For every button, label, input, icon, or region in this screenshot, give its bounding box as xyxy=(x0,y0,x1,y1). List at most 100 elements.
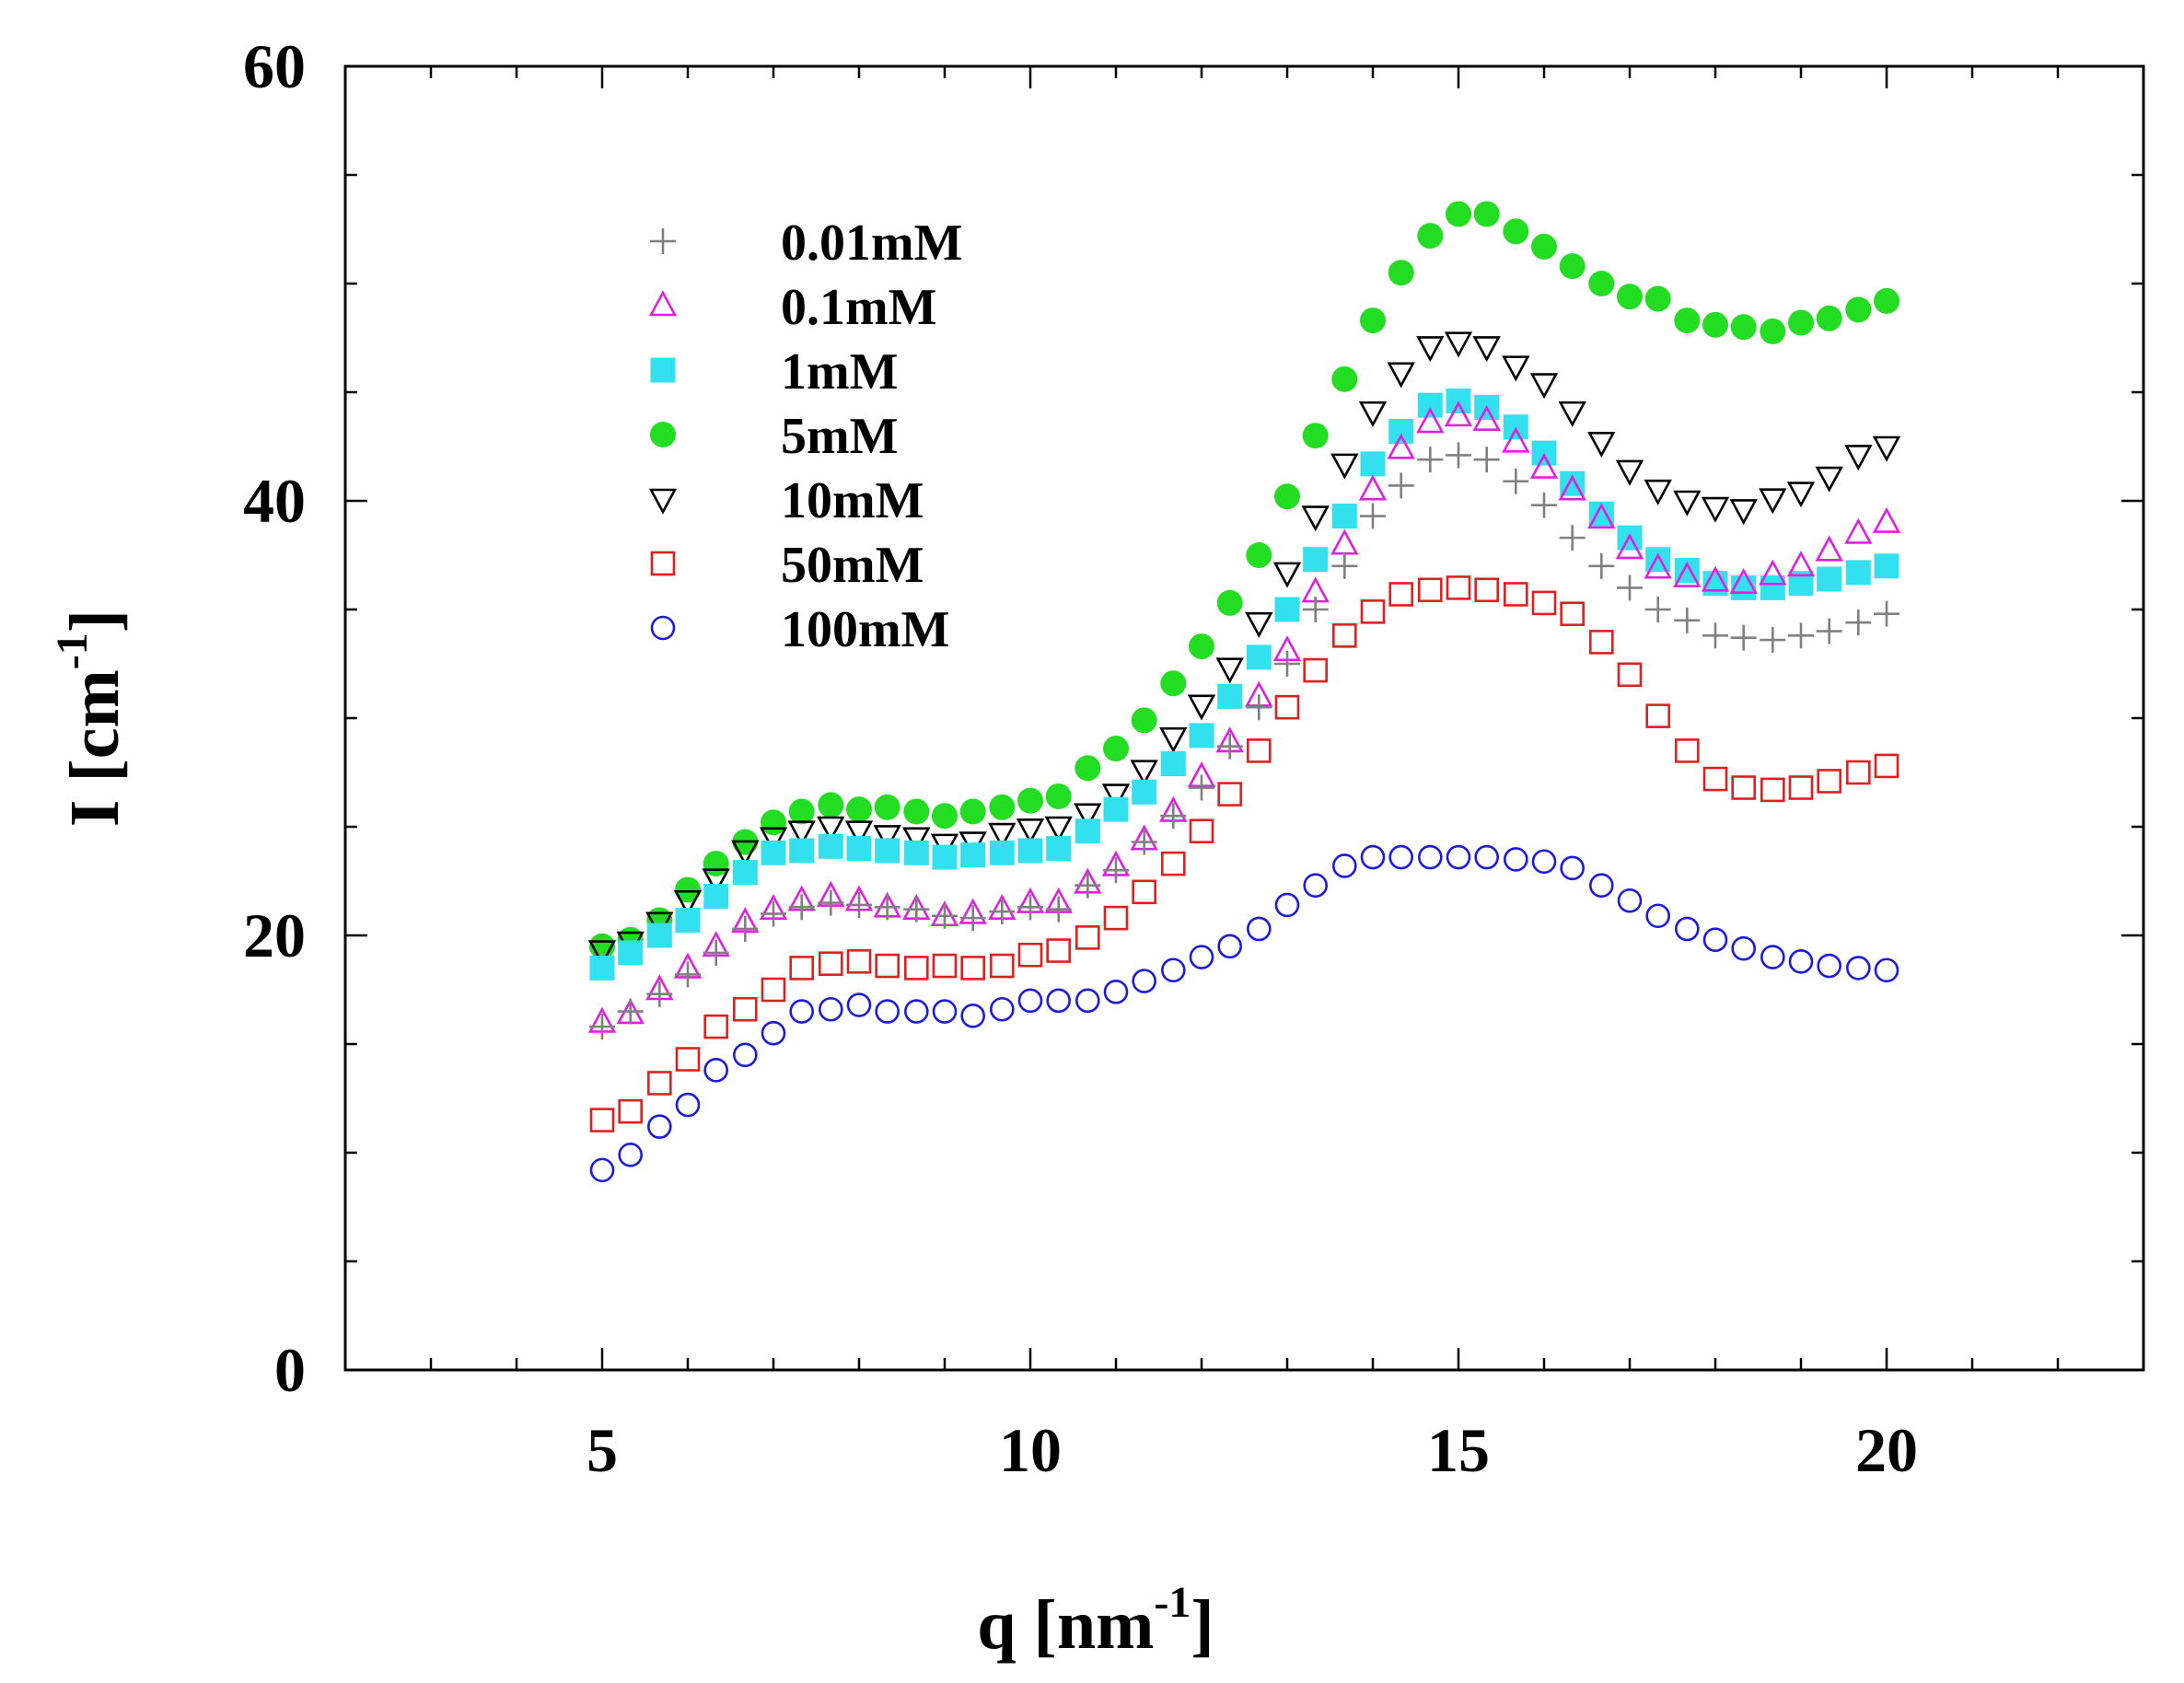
data-point xyxy=(1531,233,1557,260)
data-point xyxy=(1786,482,1816,508)
data-point xyxy=(675,961,701,988)
legend-marker xyxy=(648,290,678,317)
data-point xyxy=(1730,624,1757,651)
y-axis-label-text: I [cm xyxy=(56,669,134,827)
data-point xyxy=(1274,694,1300,720)
data-point xyxy=(1844,445,1873,471)
data-point xyxy=(1330,528,1359,555)
data-point xyxy=(731,840,760,866)
data-point xyxy=(1388,418,1414,444)
data-point xyxy=(703,884,729,910)
data-point xyxy=(1247,916,1272,942)
legend-marker xyxy=(650,357,676,383)
data-point xyxy=(1846,956,1871,981)
data-point xyxy=(1587,431,1616,458)
data-point xyxy=(902,827,931,853)
legend-marker xyxy=(648,488,678,515)
data-point xyxy=(1874,600,1899,627)
data-point xyxy=(1189,774,1214,801)
data-point xyxy=(1617,888,1643,913)
data-point xyxy=(903,840,929,865)
data-point xyxy=(1872,435,1901,462)
data-point xyxy=(1103,796,1129,822)
data-point xyxy=(932,844,958,870)
data-point xyxy=(1446,844,1471,870)
data-point xyxy=(617,998,644,1025)
data-point xyxy=(733,1042,758,1068)
data-point xyxy=(618,1143,643,1167)
data-point xyxy=(818,792,844,818)
data-point xyxy=(817,816,845,842)
data-point xyxy=(932,953,958,979)
data-point xyxy=(788,798,815,825)
data-point xyxy=(1474,577,1499,603)
data-point xyxy=(1644,552,1672,579)
data-point xyxy=(1075,988,1100,1014)
axes-frame xyxy=(343,64,2145,1372)
data-point xyxy=(1358,400,1388,427)
data-point xyxy=(1388,844,1413,870)
data-point xyxy=(875,838,900,864)
data-point xyxy=(1531,849,1557,875)
data-point xyxy=(1558,400,1586,427)
data-point xyxy=(903,896,930,923)
data-point xyxy=(818,889,844,916)
data-point xyxy=(1817,566,1842,592)
data-point xyxy=(1217,782,1242,807)
legend-label: 5mM xyxy=(781,408,899,465)
data-point xyxy=(932,902,958,929)
data-point xyxy=(1246,644,1272,670)
data-point xyxy=(1045,896,1072,923)
tick-labels: 5 10 15 20 0 20 40 60 xyxy=(243,31,1918,1485)
data-point xyxy=(1160,803,1187,830)
data-point xyxy=(990,953,1015,979)
data-point xyxy=(1274,483,1300,510)
data-point xyxy=(846,836,872,862)
data-point xyxy=(1675,738,1700,763)
data-point xyxy=(761,1020,786,1046)
data-point xyxy=(1674,308,1701,334)
data-point xyxy=(1074,803,1102,830)
data-point xyxy=(1872,506,1901,533)
data-point xyxy=(844,820,874,847)
data-point xyxy=(1045,783,1072,809)
data-point xyxy=(1017,942,1043,968)
data-point xyxy=(1272,562,1302,588)
data-point xyxy=(646,923,672,948)
legend-label: 100mM xyxy=(781,601,950,658)
data-point xyxy=(1274,651,1300,677)
data-points xyxy=(587,201,1901,1183)
y-tick-label: 20 xyxy=(243,900,306,970)
data-point xyxy=(1644,285,1671,312)
data-point xyxy=(1729,567,1758,594)
data-point xyxy=(904,999,929,1024)
data-point xyxy=(1189,818,1214,844)
data-point xyxy=(1702,622,1728,649)
y-tick-label: 40 xyxy=(243,466,306,536)
x-tick-label: 20 xyxy=(1855,1415,1918,1485)
y-axis-label-close: ] xyxy=(56,609,134,633)
data-point xyxy=(1702,766,1728,792)
data-point xyxy=(1103,736,1129,762)
data-point xyxy=(1588,271,1615,296)
data-point xyxy=(761,900,786,927)
data-point xyxy=(1103,980,1129,1004)
data-point xyxy=(1417,223,1444,250)
data-point xyxy=(1446,442,1471,469)
data-point xyxy=(1502,355,1530,382)
data-point xyxy=(1529,452,1559,479)
x-axis-label-superscript: -1 xyxy=(1154,1578,1191,1627)
data-point xyxy=(1701,496,1730,523)
data-point xyxy=(1874,287,1899,314)
legend-label: 50mM xyxy=(781,537,924,594)
data-point xyxy=(932,803,958,830)
data-point xyxy=(1644,479,1672,505)
data-point xyxy=(1160,751,1186,777)
data-point xyxy=(1331,366,1358,392)
data-point xyxy=(647,1071,672,1096)
data-point xyxy=(1046,988,1071,1014)
data-point xyxy=(1046,938,1071,963)
data-point xyxy=(1388,582,1413,607)
data-point xyxy=(1416,407,1445,434)
